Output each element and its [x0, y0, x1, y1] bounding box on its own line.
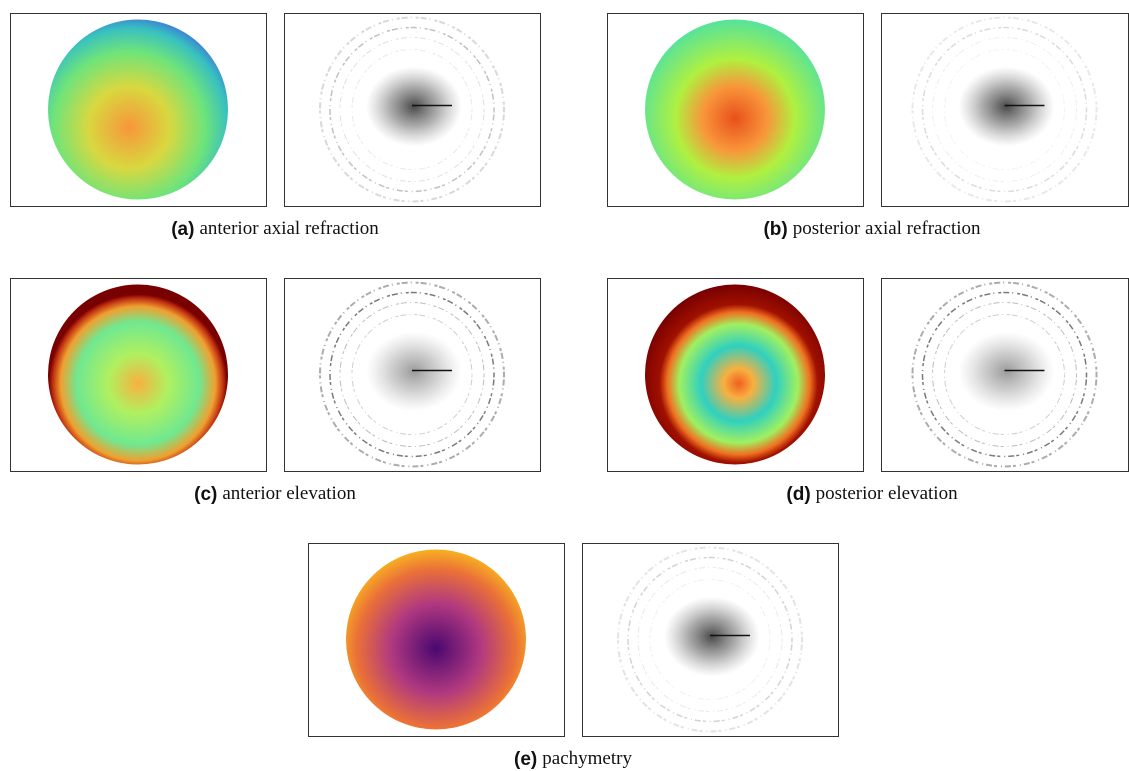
caption: (a)anterior axial refraction	[171, 218, 379, 240]
saliency-blob	[366, 67, 462, 147]
caption-text: pachymetry	[542, 748, 632, 769]
caption-text: posterior elevation	[816, 483, 958, 504]
caption-label: (c)	[194, 484, 217, 505]
panel: (b) posterior axial refraction	[608, 14, 1129, 241]
caption-label: (a)	[171, 219, 194, 240]
caption-text: posterior axial refraction	[793, 218, 981, 239]
map-image	[48, 285, 228, 465]
saliency-blob	[959, 332, 1055, 412]
map-image	[645, 285, 825, 465]
page: (a)anterior axial refraction (b) posterior…	[0, 0, 1129, 771]
caption-text: anterior elevation	[222, 483, 356, 504]
caption-label: (e)	[514, 749, 537, 770]
map-image	[645, 20, 825, 200]
panel: (a)anterior axial refraction	[11, 14, 541, 241]
panel: (c)anterior elevation	[11, 279, 541, 506]
map-image	[346, 550, 526, 730]
saliency-blob	[959, 67, 1055, 147]
saliency-blob	[366, 332, 462, 412]
caption: (e)pachymetry	[514, 748, 632, 770]
caption-label: (b)	[763, 219, 787, 240]
saliency-blob	[664, 597, 760, 677]
caption: (c)anterior elevation	[194, 483, 356, 505]
caption-label: (d)	[786, 484, 810, 505]
caption: (d) posterior elevation	[786, 483, 958, 505]
map-image	[48, 20, 228, 200]
figure: (a)anterior axial refraction (b) posterior…	[0, 0, 1129, 771]
caption-text: anterior axial refraction	[199, 218, 379, 239]
panel: (d) posterior elevation	[608, 279, 1129, 506]
panel: (e)pachymetry	[309, 544, 839, 771]
caption: (b) posterior axial refraction	[763, 218, 981, 240]
